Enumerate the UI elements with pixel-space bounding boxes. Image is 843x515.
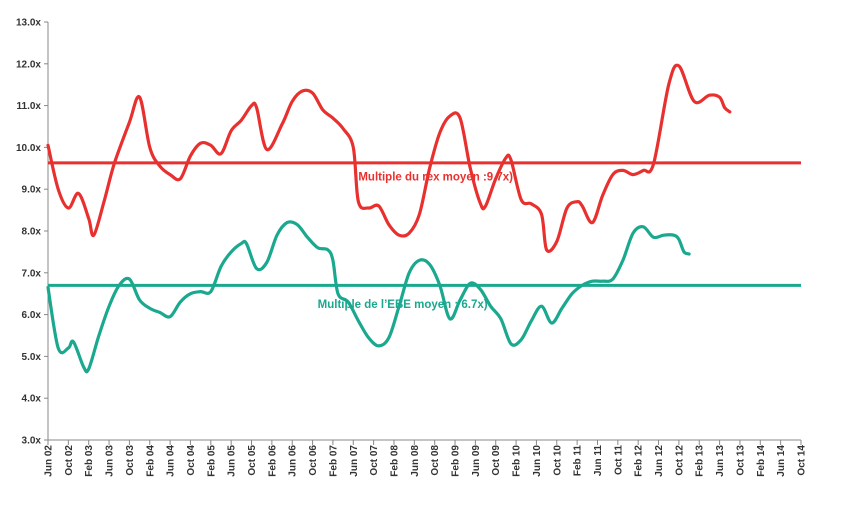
x-tick-label: Jun 09 — [471, 445, 482, 477]
x-tick-label: Feb 11 — [573, 445, 584, 477]
x-tick-label: Oct 14 — [797, 445, 808, 476]
x-tick-label: Jun 07 — [349, 445, 360, 477]
x-tick-label: Jun 06 — [288, 445, 299, 477]
x-tick-label: Oct 12 — [674, 445, 685, 476]
y-tick-label: 7.0x — [22, 268, 42, 279]
y-tick-label: 11.0x — [17, 101, 42, 112]
x-tick-label: Feb 10 — [512, 445, 523, 477]
y-tick-label: 4.0x — [22, 394, 42, 405]
x-tick-label: Feb 09 — [451, 445, 462, 477]
reference-lines — [48, 161, 801, 287]
y-tick-label: 8.0x — [22, 227, 42, 238]
x-tick-label: Jun 05 — [227, 445, 238, 477]
x-tick-label: Oct 13 — [735, 445, 746, 476]
x-tick-label: Oct 09 — [491, 445, 502, 476]
x-tick-label: Feb 08 — [389, 445, 400, 477]
x-tick-label: Jun 04 — [166, 445, 177, 477]
annotations: Multiple du rex moyen :9.7x) Multiple de … — [318, 172, 514, 311]
x-tick-label: Oct 10 — [552, 445, 563, 476]
x-tick-label: Oct 02 — [64, 445, 75, 476]
x-tick-label: Feb 04 — [145, 445, 156, 477]
x-tick-label: Jun 13 — [715, 445, 726, 477]
x-tick-label: Feb 03 — [84, 445, 95, 477]
reference-line-label-1: Multiple de l’EBE moyen : 6.7x) — [318, 299, 488, 311]
y-tick-label: 12.0x — [16, 59, 41, 70]
x-tick-label: Oct 07 — [369, 445, 380, 476]
x-tick-label: Jun 03 — [105, 445, 116, 477]
y-tick-label: 10.0x — [16, 143, 41, 154]
x-tick-label: Oct 11 — [613, 445, 624, 475]
x-tick-label: Feb 05 — [206, 445, 217, 477]
x-tick-label: Jun 08 — [410, 445, 421, 477]
y-tick-label: 13.0x — [16, 18, 41, 29]
x-tick-label: Feb 14 — [756, 445, 767, 477]
y-tick-label: 3.0x — [22, 436, 42, 447]
x-tick-label: Feb 07 — [328, 445, 339, 477]
series-line-1 — [46, 220, 691, 374]
x-tick-label: Oct 04 — [186, 445, 197, 476]
x-tick-label: Oct 06 — [308, 445, 319, 476]
reference-line-label-0: Multiple du rex moyen :9.7x) — [358, 172, 513, 184]
x-tick-label: Feb 06 — [267, 445, 278, 477]
x-tick-label: Jun 11 — [593, 445, 604, 477]
series-line-0 — [46, 63, 732, 253]
x-tick-label: Oct 05 — [247, 445, 258, 476]
y-tick-label: 6.0x — [22, 310, 42, 321]
x-tick-label: Jun 10 — [532, 445, 543, 477]
y-tick-label: 9.0x — [22, 185, 42, 196]
x-tick-label: Oct 08 — [430, 445, 441, 476]
x-tick-label: Jun 02 — [44, 445, 55, 477]
axes: 3.0x 4.0x 5.0x 6.0x 7.0x 8.0x 9.0x 10.0x 11.0x 12… — [16, 18, 808, 477]
series-group — [46, 63, 732, 374]
x-tick-label: Feb 12 — [634, 445, 645, 477]
y-tick-label: 5.0x — [22, 352, 42, 363]
x-tick-label: Feb 13 — [695, 445, 706, 477]
x-tick-label: Jun 12 — [654, 445, 665, 477]
x-tick-label: Oct 03 — [125, 445, 136, 476]
x-tick-label: Jun 14 — [776, 445, 787, 477]
